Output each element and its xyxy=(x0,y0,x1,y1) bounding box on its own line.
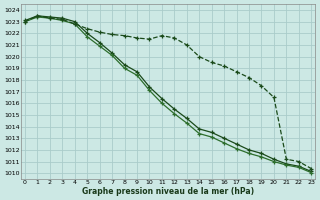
X-axis label: Graphe pression niveau de la mer (hPa): Graphe pression niveau de la mer (hPa) xyxy=(82,187,254,196)
